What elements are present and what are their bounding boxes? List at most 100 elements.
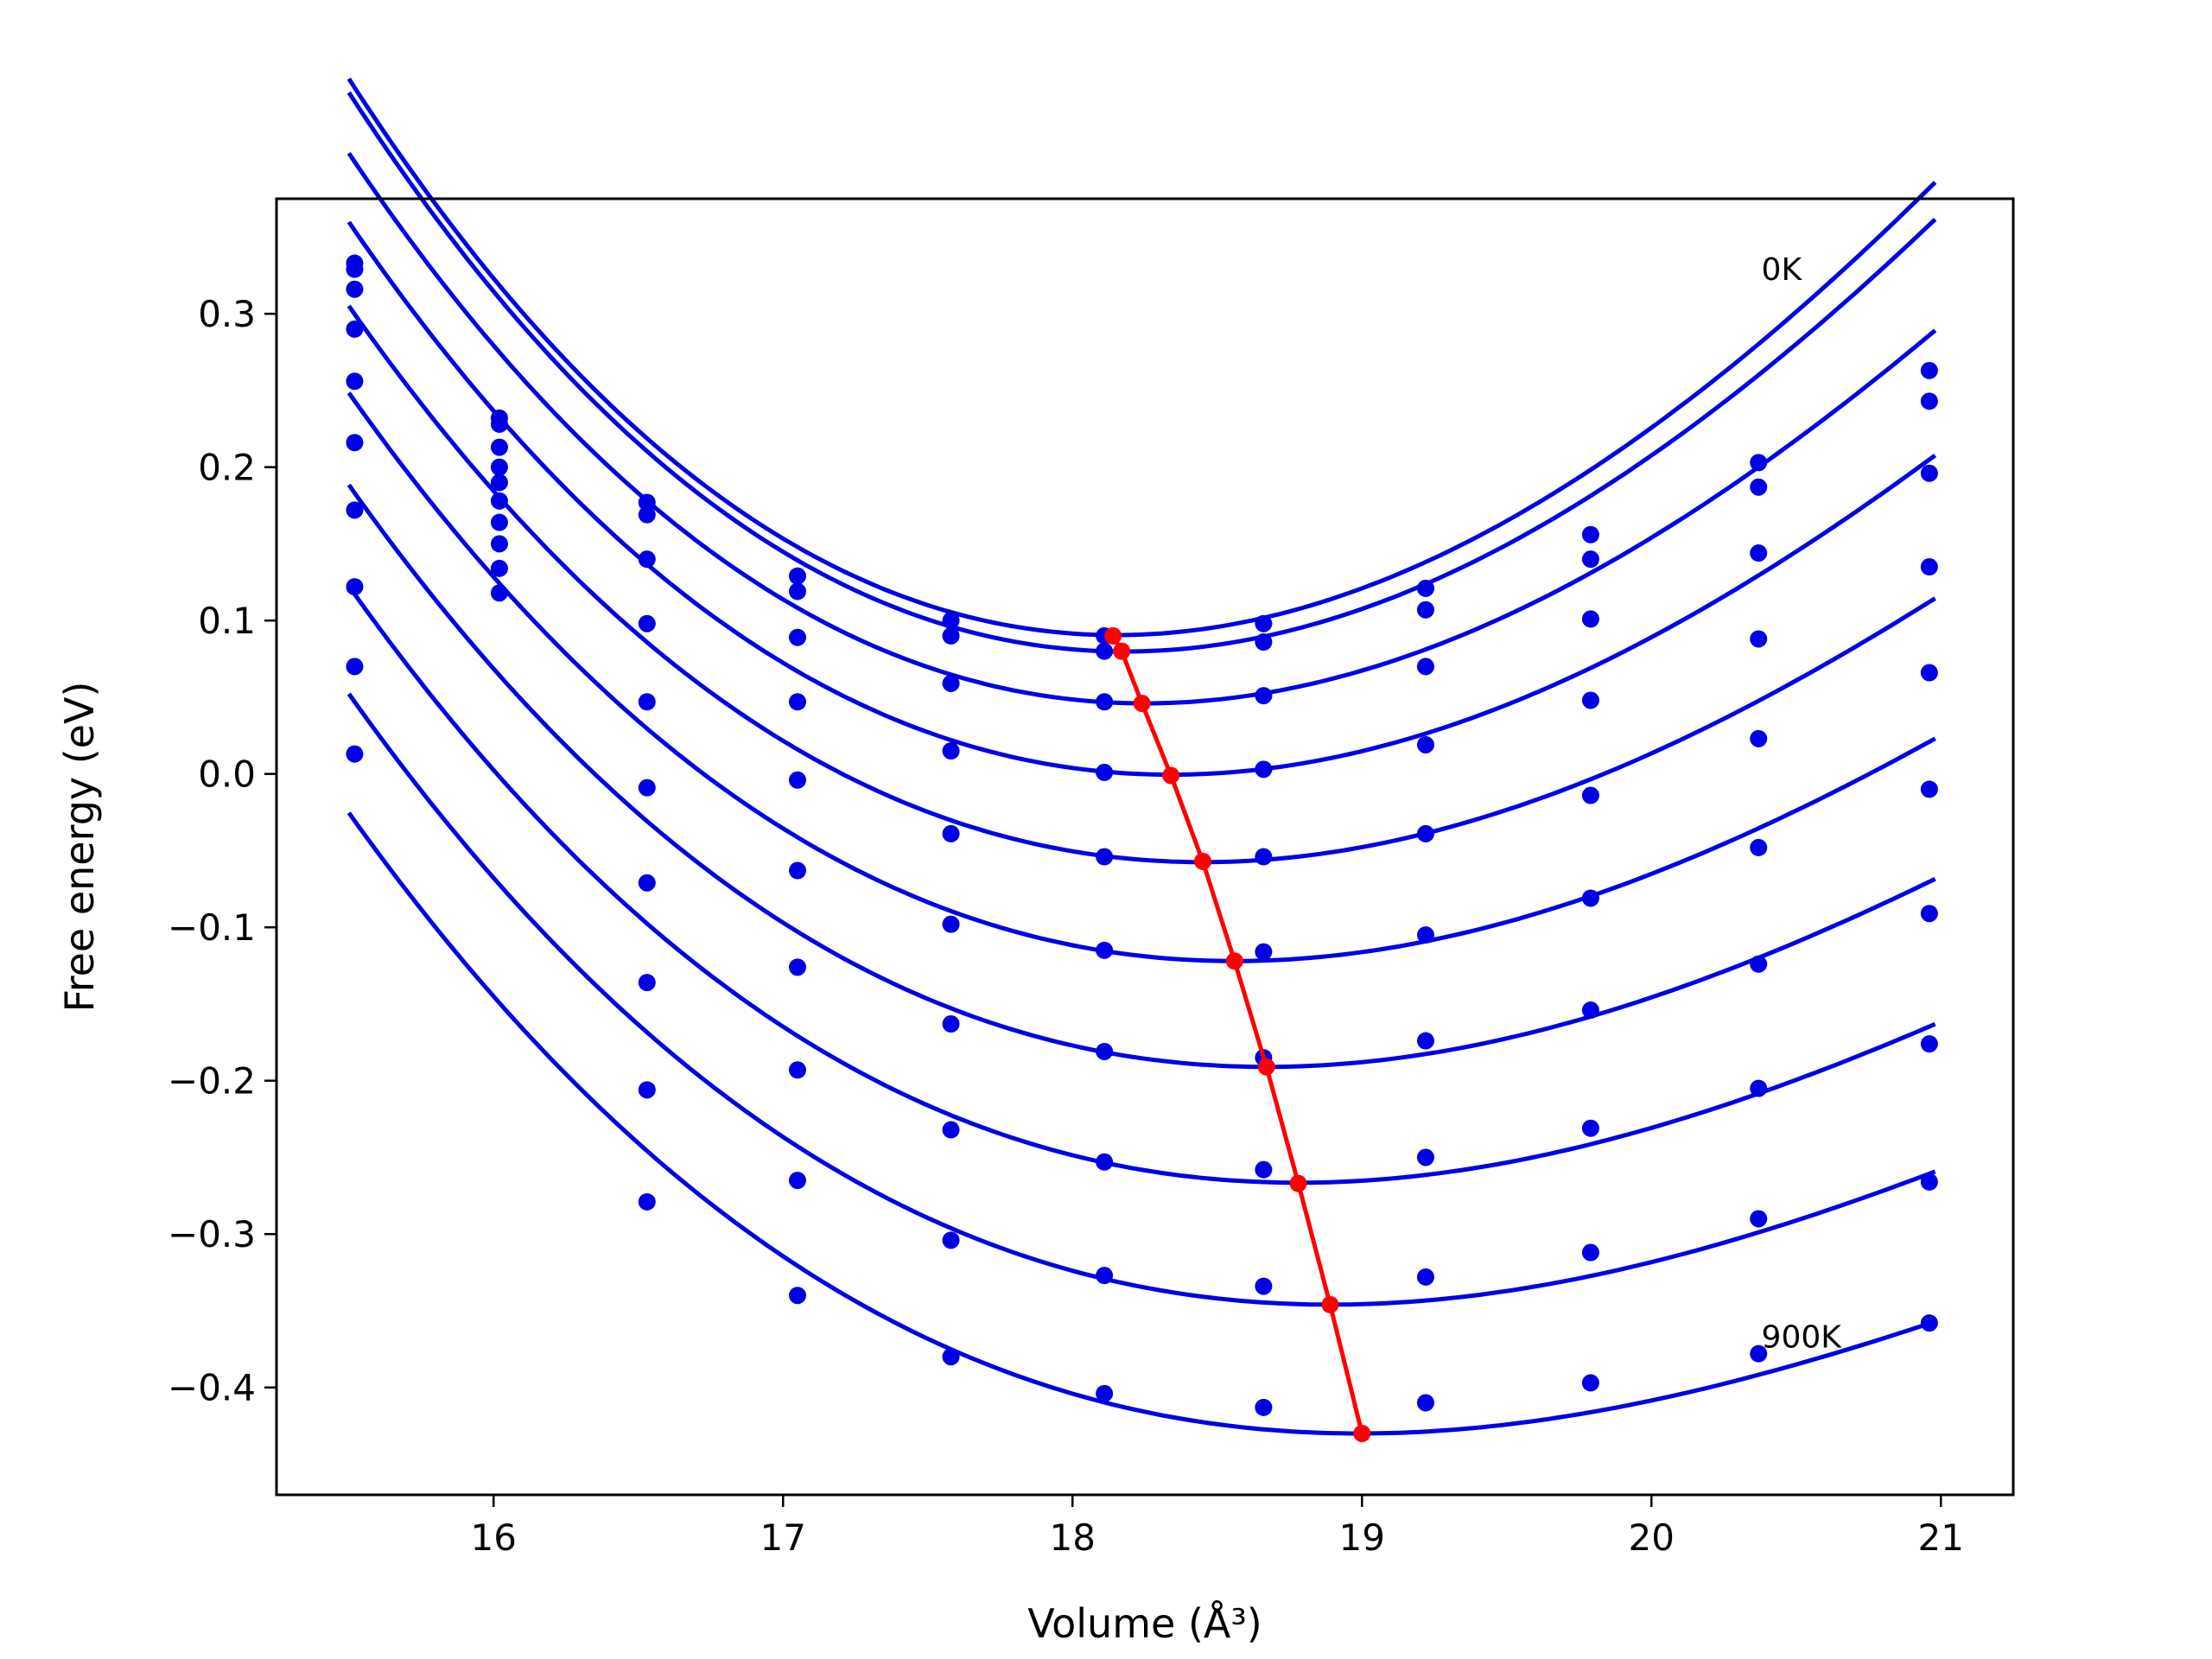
y-tick-label: −0.3: [168, 1213, 256, 1255]
data-point: [1416, 824, 1434, 842]
minimum-point: [1289, 1174, 1307, 1192]
data-point: [1096, 1042, 1114, 1060]
data-point: [1416, 658, 1434, 676]
fit-curve-5: [346, 391, 1936, 963]
data-point: [346, 434, 364, 452]
data-point: [1920, 464, 1938, 482]
annotations: 0K 900K: [1762, 252, 1843, 1356]
minima-line: [1111, 634, 1364, 1434]
minimum-point: [1162, 766, 1180, 785]
data-point: [789, 1287, 806, 1305]
y-tick-label: 0.0: [198, 753, 256, 796]
minimum-point: [1353, 1424, 1371, 1442]
data-point: [1750, 454, 1768, 472]
data-point: [638, 493, 656, 512]
data-point: [1255, 1160, 1273, 1179]
data-point: [942, 1348, 960, 1366]
minimum-point: [1104, 626, 1122, 645]
data-point: [942, 915, 960, 933]
data-point: [1750, 630, 1768, 648]
fit-curve-6: [346, 483, 1936, 1070]
y-tick-label: 0.2: [198, 447, 256, 489]
data-point: [1416, 1268, 1434, 1286]
data-point: [1416, 926, 1434, 944]
data-point: [789, 1061, 806, 1079]
y-tick-label: −0.2: [168, 1060, 256, 1103]
data-point: [942, 742, 960, 760]
data-point: [942, 1121, 960, 1139]
data-point: [1255, 1398, 1273, 1416]
data-point: [1255, 943, 1273, 961]
minimum-point: [1225, 952, 1243, 970]
data-point: [638, 974, 656, 992]
minimum-point: [1321, 1295, 1339, 1313]
data-point: [1750, 955, 1768, 973]
y-tick-label: 0.3: [198, 293, 256, 335]
annotation-0: 0K: [1762, 252, 1803, 288]
x-tick-label: 17: [760, 1516, 806, 1559]
data-point: [638, 693, 656, 711]
data-point: [942, 674, 960, 692]
data-point: [1750, 838, 1768, 856]
data-point: [1096, 763, 1114, 781]
fit-curve-3: [346, 220, 1937, 778]
data-point: [1581, 525, 1599, 543]
data-point: [1416, 735, 1434, 753]
data-point: [789, 1172, 806, 1190]
data-point: [789, 771, 806, 789]
fit-curve-1: [346, 91, 1937, 654]
data-point: [1581, 1001, 1599, 1020]
data-point: [1096, 642, 1114, 660]
data-point: [1255, 687, 1273, 705]
data-point: [1255, 1277, 1273, 1295]
data-point: [638, 614, 656, 632]
data-point: [1750, 1344, 1768, 1363]
data-point: [490, 559, 508, 577]
data-point: [638, 874, 656, 892]
x-tick-label: 20: [1629, 1516, 1675, 1559]
y-tick-label: 0.1: [198, 600, 256, 642]
x-tick-label: 19: [1339, 1516, 1385, 1559]
plot-frame: [275, 197, 2015, 1497]
data-point: [1581, 1243, 1599, 1262]
fit-curve-9: [346, 811, 1936, 1436]
data-point: [1581, 1119, 1599, 1137]
minimum-point: [1113, 642, 1131, 660]
minimum-point: [1133, 695, 1151, 713]
data-point: [1255, 848, 1273, 866]
data-point: [490, 513, 508, 531]
data-point: [789, 958, 806, 976]
data-point: [1920, 1035, 1938, 1053]
annotation-1: 900K: [1762, 1320, 1843, 1356]
data-point: [1416, 579, 1434, 597]
data-point: [1096, 941, 1114, 959]
data-point: [1255, 760, 1273, 779]
data-point: [1920, 1173, 1938, 1191]
minimum-point: [1257, 1058, 1275, 1076]
x-axis-label: Volume (Å³): [1027, 1600, 1262, 1647]
data-point: [1416, 1394, 1434, 1412]
x-tick-label: 16: [471, 1516, 517, 1559]
data-point: [638, 1081, 656, 1099]
y-tick-label: −0.4: [168, 1367, 256, 1409]
data-point: [1416, 1032, 1434, 1050]
data-point: [490, 415, 508, 433]
fit-curve-0: [346, 77, 1937, 638]
data-point: [1920, 780, 1938, 798]
data-point: [1416, 601, 1434, 619]
data-point: [1416, 1148, 1434, 1166]
data-point: [1096, 1384, 1114, 1402]
data-point: [346, 260, 364, 278]
fit-curve-4: [346, 304, 1936, 865]
data-point: [942, 824, 960, 842]
data-point: [1096, 1267, 1114, 1285]
data-point: [346, 745, 364, 763]
data-point: [1581, 786, 1599, 804]
data-point: [942, 612, 960, 630]
data-point: [789, 861, 806, 880]
data-point: [346, 578, 364, 596]
data-point: [1750, 544, 1768, 563]
data-point: [490, 474, 508, 492]
fit-curve-7: [346, 584, 1936, 1185]
